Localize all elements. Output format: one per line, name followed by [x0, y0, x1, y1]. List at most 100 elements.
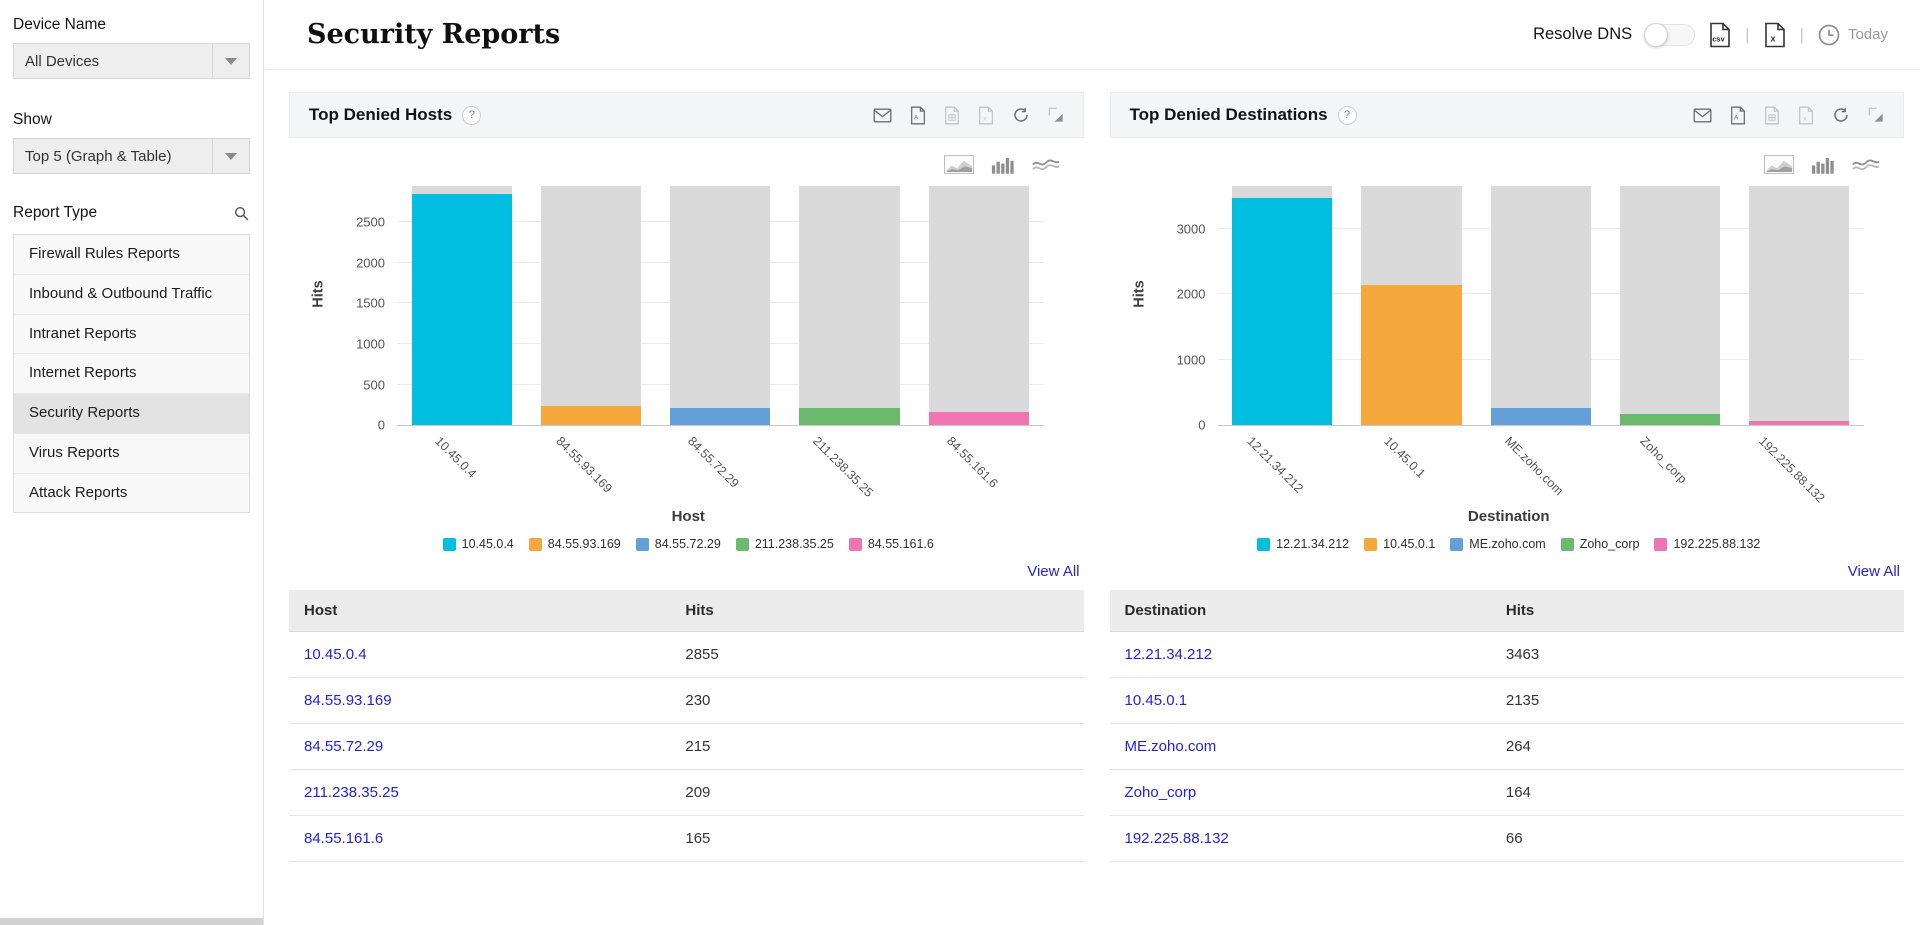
device-select-arrow[interactable] [212, 44, 249, 78]
bars-group [1218, 186, 1865, 425]
row-link-12-21-34-212[interactable]: 12.21.34.212 [1109, 631, 1491, 678]
resize-icon[interactable] [1048, 107, 1064, 123]
help-icon[interactable]: ? [462, 105, 482, 125]
doc-export-icon[interactable] [944, 106, 960, 125]
y-tick-label: 0 [1198, 417, 1206, 433]
csv-export-icon[interactable]: csv [1708, 22, 1732, 48]
show-select[interactable]: Top 5 (Graph & Table) [13, 138, 250, 174]
legend-label: ME.zoho.com [1469, 537, 1546, 551]
bar-me-zoho-com[interactable] [1490, 186, 1591, 425]
row-link-zoho-corp[interactable]: Zoho_corp [1109, 769, 1491, 816]
toggle-knob [1644, 22, 1669, 47]
view-all-link[interactable]: View All [1027, 563, 1080, 580]
sidebar-item-security-reports[interactable]: Security Reports [14, 394, 249, 434]
legend-item-84-55-161-6[interactable]: 84.55.161.6 [848, 537, 934, 551]
line-chart-icon[interactable] [1852, 155, 1880, 174]
legend-swatch [442, 537, 456, 551]
legend-label: 192.225.88.132 [1673, 537, 1761, 551]
legend-swatch [528, 537, 542, 551]
sidebar-item-internet-reports[interactable]: Internet Reports [14, 354, 249, 394]
bar-track [540, 186, 642, 425]
sidebar-item-attack-reports[interactable]: Attack Reports [29, 483, 128, 501]
sidebar-item-intranet-reports[interactable]: Intranet Reports [14, 315, 249, 355]
bars-group [397, 186, 1044, 425]
email-icon[interactable] [1693, 108, 1712, 123]
sidebar-item-virus-reports[interactable]: Virus Reports [14, 434, 249, 474]
sidebar-item-firewall-rules-reports[interactable]: Firewall Rules Reports [14, 235, 249, 275]
xls-export-icon[interactable]: x [1763, 22, 1787, 48]
help-icon[interactable]: ? [1337, 105, 1357, 125]
legend-item-10-45-0-1[interactable]: 10.45.0.1 [1364, 537, 1435, 551]
area-chart-icon[interactable] [943, 155, 974, 174]
legend-item-84-55-72-29[interactable]: 84.55.72.29 [635, 537, 721, 551]
bar-track [1619, 186, 1721, 425]
bar-211-238-35-25[interactable] [799, 186, 900, 425]
row-link-10-45-0-1[interactable]: 10.45.0.1 [1109, 677, 1491, 724]
y-tick-label: 3000 [1176, 221, 1206, 237]
legend-label: 10.45.0.1 [1383, 537, 1436, 551]
x-tick-label: 84.55.161.6 [943, 434, 1001, 491]
row-hits-value: 264 [1490, 723, 1904, 770]
legend-item-me-zoho-com[interactable]: ME.zoho.com [1450, 537, 1546, 551]
x-tick-label: ME.zoho.com [1501, 434, 1566, 498]
xls-export-icon[interactable]: x [1798, 106, 1814, 125]
legend-item-84-55-93-169[interactable]: 84.55.93.169 [528, 537, 621, 551]
row-link-84-55-161-6[interactable]: 84.55.161.6 [289, 815, 671, 862]
legend-item-211-238-35-25[interactable]: 211.238.35.25 [735, 537, 834, 551]
pdf-export-icon[interactable]: A [1730, 106, 1746, 125]
legend-item-zoho-corp[interactable]: Zoho_corp [1560, 537, 1640, 551]
bar-zoho-corp[interactable] [1619, 186, 1721, 425]
pdf-export-icon[interactable]: A [910, 106, 926, 125]
bar-fill [928, 411, 1029, 425]
xls-export-icon[interactable]: x [978, 106, 994, 125]
legend-item-192-225-88-132[interactable]: 192.225.88.132 [1654, 537, 1760, 551]
row-link-211-238-35-25[interactable]: 211.238.35.25 [289, 769, 671, 816]
area-chart-icon[interactable] [1764, 155, 1794, 174]
bar-fill [1749, 420, 1850, 425]
bar-10-45-0-1[interactable] [1361, 186, 1462, 425]
search-icon[interactable] [233, 205, 250, 222]
doc-export-icon[interactable] [1764, 106, 1780, 125]
bar-chart-icon[interactable] [991, 155, 1015, 174]
row-link-me-zoho-com[interactable]: ME.zoho.com [1109, 723, 1491, 770]
y-tick-label: 500 [363, 377, 385, 392]
legend-item-12-21-34-212[interactable]: 12.21.34.212 [1257, 537, 1349, 551]
row-link-84-55-93-169[interactable]: 84.55.93.169 [289, 677, 671, 724]
bar-12-21-34-212[interactable] [1232, 186, 1333, 425]
legend-swatch [1257, 537, 1271, 551]
time-period-selector[interactable]: Today [1817, 23, 1888, 47]
bar-192-225-88-132[interactable] [1749, 186, 1850, 425]
chart-type-switcher [1110, 138, 1905, 176]
destinations-table: Destination Hits 12.21.34.212 3463 10.45.0… [1109, 590, 1904, 862]
sidebar-item-inbound-outbound-traffic[interactable]: Inbound & Outbound Traffic [14, 275, 249, 315]
bar-84-55-93-169[interactable] [540, 186, 642, 425]
column-header: Hits [670, 590, 1084, 632]
legend-swatch [1450, 537, 1464, 551]
show-select-arrow[interactable] [212, 139, 249, 173]
y-axis-title: Hits [310, 280, 327, 308]
view-all-link[interactable]: View All [1847, 563, 1900, 580]
email-icon[interactable] [873, 108, 892, 123]
legend-label: 211.238.35.25 [754, 537, 834, 551]
column-header: Destination [1109, 590, 1491, 632]
refresh-icon[interactable] [1012, 106, 1030, 124]
bar-10-45-0-4[interactable] [411, 186, 512, 425]
resize-icon[interactable] [1868, 107, 1884, 123]
legend-label: Zoho_corp [1579, 537, 1640, 551]
row-link-192-225-88-132[interactable]: 192.225.88.132 [1109, 815, 1491, 862]
table-row: 84.55.161.6 165 [289, 815, 1084, 862]
x-tick-label: 10.45.0.1 [1381, 434, 1429, 481]
bar-chart-icon[interactable] [1811, 155, 1835, 174]
chart-legend: 10.45.0.4 84.55.93.169 84.55.72.29 211.238.… [319, 537, 1058, 551]
bar-84-55-161-6[interactable] [928, 186, 1029, 425]
device-select[interactable]: All Devices [13, 43, 250, 79]
bar-84-55-72-29[interactable] [670, 186, 771, 425]
row-link-10-45-0-4[interactable]: 10.45.0.4 [289, 631, 671, 678]
line-chart-icon[interactable] [1031, 155, 1060, 174]
row-link-84-55-72-29[interactable]: 84.55.72.29 [289, 723, 671, 770]
legend-item-10-45-0-4[interactable]: 10.45.0.4 [442, 537, 514, 551]
table-row: 84.55.72.29 215 [289, 723, 1084, 770]
refresh-icon[interactable] [1832, 106, 1850, 124]
table-row: ME.zoho.com 264 [1109, 723, 1904, 770]
resolve-dns-toggle[interactable] [1644, 22, 1696, 47]
